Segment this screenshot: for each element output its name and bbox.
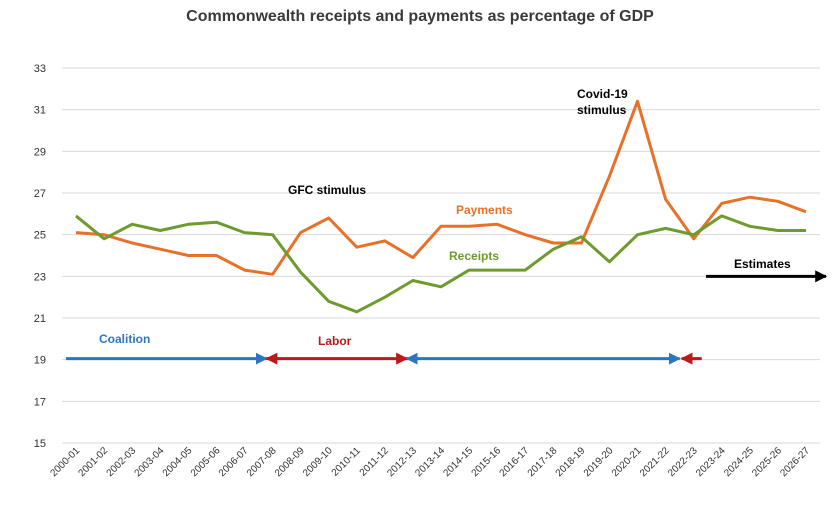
y-tick-label: 29: [34, 146, 46, 158]
x-tick-label: 2020-21: [610, 445, 644, 479]
annotation-labor: Labor: [318, 334, 352, 348]
series-lines: [75, 99, 807, 314]
x-tick-label: 2008-09: [273, 445, 307, 479]
x-tick-label: 2009-10: [301, 445, 335, 479]
annotation-gfc-stimulus: GFC stimulus: [288, 183, 366, 197]
y-tick-label: 31: [34, 105, 46, 117]
y-tick-label: 19: [34, 355, 46, 367]
x-tick-label: 2000-01: [48, 445, 82, 479]
annotation-covid-line2: stimulus: [577, 103, 627, 117]
x-tick-label: 2005-06: [189, 445, 223, 479]
annotation-estimates: Estimates: [734, 257, 791, 271]
x-tick-label: 2007-08: [245, 445, 279, 479]
y-tick-label: 33: [34, 63, 46, 75]
x-tick-label: 2015-16: [470, 445, 504, 479]
x-tick-label: 2016-17: [498, 445, 532, 479]
x-tick-label: 2003-04: [133, 445, 167, 479]
x-tick-label: 2014-15: [441, 445, 475, 479]
annotations: GFC stimulus Covid-19 stimulus Payments …: [99, 87, 791, 348]
series-line-receipts: [75, 214, 806, 314]
grid-lines: [62, 67, 820, 444]
x-tick-label: 2017-18: [526, 445, 560, 479]
x-tick-label: 2001-02: [77, 445, 111, 479]
x-tick-label: 2004-05: [161, 445, 195, 479]
x-tick-label: 2018-19: [554, 445, 588, 479]
y-axis-ticks: 15 17 19 21 23 25 27 29 31 33: [34, 63, 46, 450]
x-tick-label: 2002-03: [105, 445, 139, 479]
x-tick-label: 2019-20: [582, 445, 616, 479]
annotation-coalition: Coalition: [99, 332, 150, 346]
y-tick-label: 27: [34, 188, 46, 200]
x-axis-ticks: 2000-012001-022002-032003-042004-052005-…: [48, 445, 812, 479]
x-tick-label: 2026-27: [778, 445, 812, 479]
x-tick-label: 2024-25: [722, 445, 756, 479]
y-tick-label: 25: [34, 230, 46, 242]
annotation-covid-line1: Covid-19: [577, 87, 628, 101]
x-tick-label: 2013-14: [413, 445, 447, 479]
y-tick-label: 21: [34, 313, 46, 325]
x-tick-label: 2006-07: [217, 445, 251, 479]
annotation-payments: Payments: [456, 203, 513, 217]
series-line-payments: [75, 99, 807, 276]
chart-title: Commonwealth receipts and payments as pe…: [186, 8, 654, 25]
x-tick-label: 2010-11: [330, 445, 364, 479]
x-tick-label: 2025-26: [750, 445, 784, 479]
annotation-receipts: Receipts: [449, 249, 499, 263]
x-tick-label: 2023-24: [694, 445, 728, 479]
x-tick-label: 2021-22: [638, 445, 672, 479]
x-tick-label: 2022-23: [666, 445, 700, 479]
y-tick-label: 23: [34, 271, 46, 283]
y-tick-label: 17: [34, 396, 46, 408]
y-tick-label: 15: [34, 438, 46, 450]
x-tick-label: 2012-13: [385, 445, 419, 479]
